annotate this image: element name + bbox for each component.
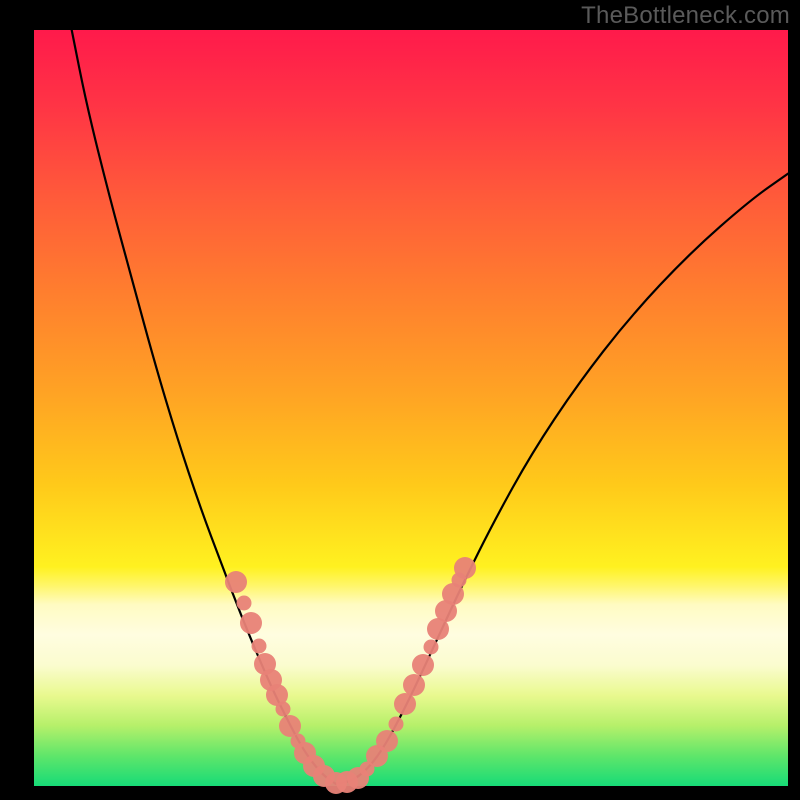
plot-area bbox=[34, 30, 788, 786]
chart-canvas: TheBottleneck.com bbox=[0, 0, 800, 800]
data-marker bbox=[388, 717, 403, 732]
data-marker bbox=[251, 639, 266, 654]
markers-layer bbox=[34, 30, 788, 786]
data-marker bbox=[403, 674, 425, 696]
data-marker bbox=[423, 639, 438, 654]
data-marker bbox=[412, 654, 434, 676]
watermark-text: TheBottleneck.com bbox=[581, 2, 790, 30]
data-marker bbox=[225, 571, 247, 593]
data-marker bbox=[236, 596, 251, 611]
data-marker bbox=[454, 557, 476, 579]
data-marker bbox=[376, 730, 398, 752]
data-marker bbox=[394, 693, 416, 715]
data-marker bbox=[240, 612, 262, 634]
